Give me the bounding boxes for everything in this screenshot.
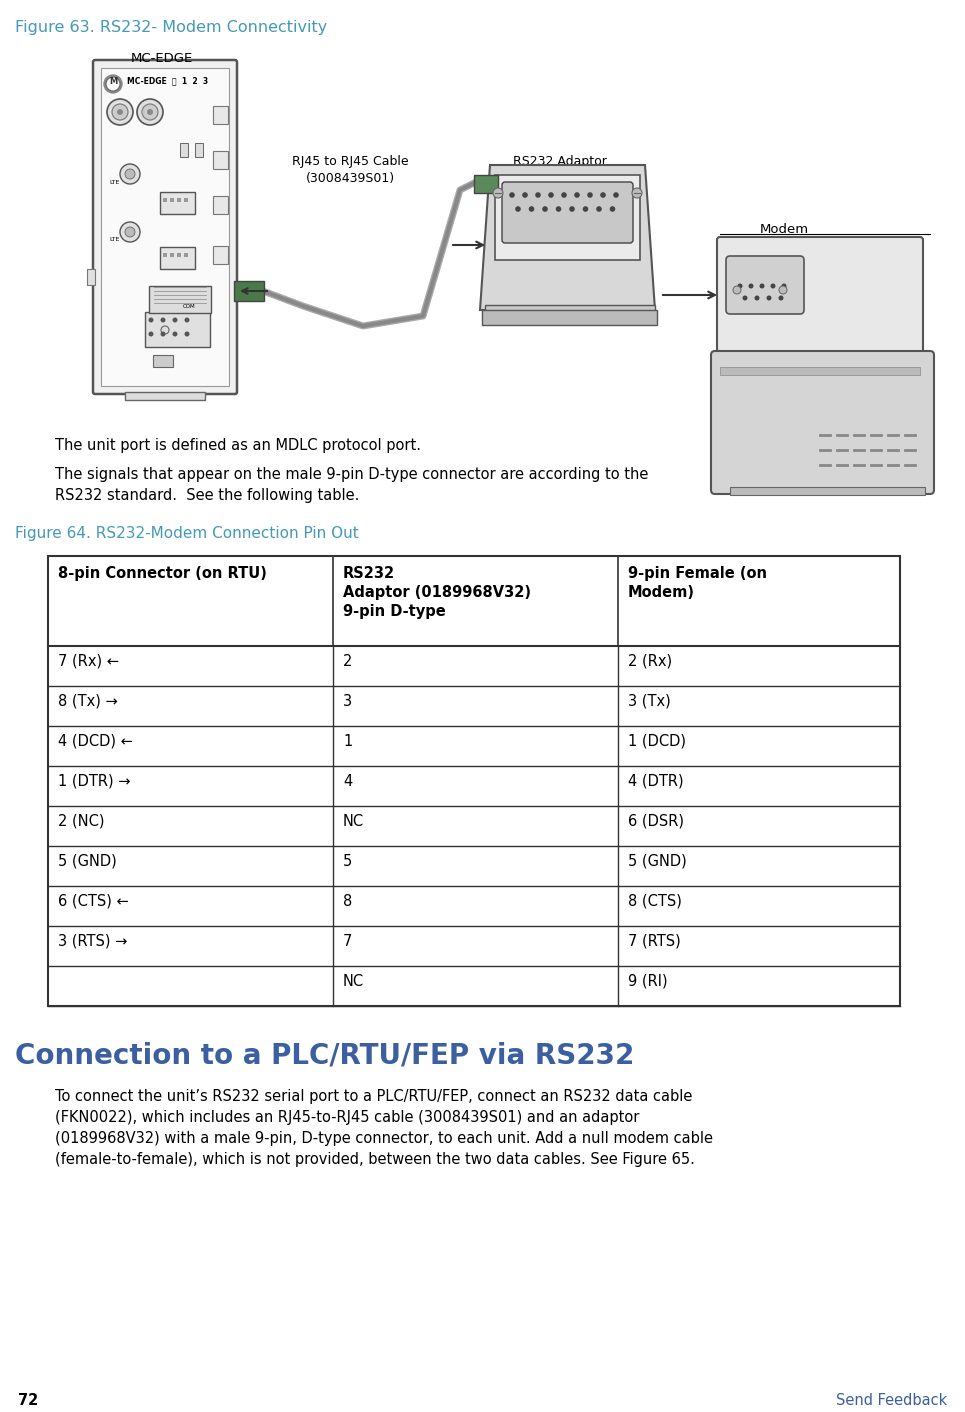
Circle shape — [733, 287, 741, 294]
Bar — [730, 487, 925, 496]
Bar — [184, 253, 188, 257]
Circle shape — [574, 192, 580, 198]
Circle shape — [556, 206, 562, 212]
Text: NC: NC — [343, 813, 364, 829]
Text: 7: 7 — [343, 933, 352, 949]
Text: RS232 Adaptor
(0189968V32): RS232 Adaptor (0189968V32) — [513, 155, 607, 185]
Bar — [184, 198, 188, 202]
Text: RJ45 to RJ45 Cable
(3008439S01): RJ45 to RJ45 Cable (3008439S01) — [291, 155, 408, 185]
Text: LTE: LTE — [109, 179, 120, 185]
FancyBboxPatch shape — [711, 352, 934, 494]
Text: 6 (DSR): 6 (DSR) — [628, 813, 684, 829]
Text: RS232
Adaptor (0189968V32)
9-pin D-type: RS232 Adaptor (0189968V32) 9-pin D-type — [343, 566, 531, 620]
Circle shape — [529, 206, 535, 212]
FancyBboxPatch shape — [495, 175, 640, 260]
Bar — [195, 143, 203, 157]
Circle shape — [548, 192, 554, 198]
Text: 3 (Tx): 3 (Tx) — [628, 695, 671, 709]
Bar — [48, 556, 900, 1005]
Polygon shape — [480, 165, 655, 311]
Circle shape — [596, 206, 602, 212]
Bar — [163, 198, 167, 202]
Circle shape — [160, 332, 166, 336]
Circle shape — [742, 295, 748, 301]
Text: 8 (Tx) →: 8 (Tx) → — [58, 695, 118, 709]
Text: M: M — [109, 76, 117, 86]
Circle shape — [610, 206, 616, 212]
Text: MC-EDGE: MC-EDGE — [131, 52, 193, 65]
Text: The signals that appear on the male 9-pin D-type connector are according to the
: The signals that appear on the male 9-pi… — [55, 467, 648, 503]
Text: 2: 2 — [343, 654, 352, 669]
Text: 8 (CTS): 8 (CTS) — [628, 894, 682, 909]
Text: Modem: Modem — [760, 223, 809, 236]
Text: 5: 5 — [343, 854, 352, 868]
FancyBboxPatch shape — [160, 192, 195, 215]
FancyBboxPatch shape — [145, 312, 210, 347]
Text: LTE: LTE — [109, 237, 120, 241]
Circle shape — [120, 164, 140, 184]
Bar — [177, 198, 181, 202]
FancyBboxPatch shape — [482, 311, 657, 325]
Bar — [213, 151, 228, 169]
FancyBboxPatch shape — [93, 59, 237, 394]
Circle shape — [515, 206, 521, 212]
FancyBboxPatch shape — [502, 182, 633, 243]
Circle shape — [749, 284, 754, 288]
Text: 6 (CTS) ←: 6 (CTS) ← — [58, 894, 128, 909]
Text: 4 (DCD) ←: 4 (DCD) ← — [58, 734, 133, 748]
Text: 72: 72 — [18, 1394, 39, 1408]
Circle shape — [632, 188, 642, 198]
Circle shape — [137, 99, 163, 126]
Bar — [101, 68, 229, 385]
Bar — [180, 143, 188, 157]
Bar — [153, 354, 173, 367]
Text: 4: 4 — [343, 774, 352, 789]
Text: 1 (DCD): 1 (DCD) — [628, 734, 686, 748]
Bar — [720, 367, 920, 376]
Text: COM: COM — [182, 304, 195, 309]
Text: 8: 8 — [343, 894, 352, 909]
Circle shape — [161, 326, 169, 335]
Text: MC-EDGE  Ⓜ  1  2  3: MC-EDGE Ⓜ 1 2 3 — [127, 76, 208, 85]
Circle shape — [142, 104, 158, 120]
Circle shape — [149, 332, 153, 336]
Circle shape — [766, 295, 771, 301]
Text: 5 (GND): 5 (GND) — [58, 854, 117, 868]
Circle shape — [104, 75, 122, 93]
Bar — [213, 196, 228, 215]
Text: NC: NC — [343, 974, 364, 988]
FancyBboxPatch shape — [474, 175, 498, 193]
Text: 7 (Rx) ←: 7 (Rx) ← — [58, 654, 119, 669]
Circle shape — [779, 287, 787, 294]
Circle shape — [562, 192, 566, 198]
Circle shape — [613, 192, 619, 198]
Text: 1: 1 — [343, 734, 352, 748]
Text: Figure 64. RS232-Modem Connection Pin Out: Figure 64. RS232-Modem Connection Pin Ou… — [15, 527, 359, 541]
FancyBboxPatch shape — [234, 281, 264, 301]
Text: Figure 63. RS232- Modem Connectivity: Figure 63. RS232- Modem Connectivity — [15, 20, 327, 35]
Bar — [163, 253, 167, 257]
Text: 2 (Rx): 2 (Rx) — [628, 654, 673, 669]
Circle shape — [755, 295, 759, 301]
Text: 8-pin Connector (on RTU): 8-pin Connector (on RTU) — [58, 566, 267, 580]
Circle shape — [117, 109, 123, 114]
Text: Send Feedback: Send Feedback — [836, 1394, 947, 1408]
Circle shape — [160, 318, 166, 322]
Circle shape — [510, 192, 514, 198]
Circle shape — [173, 332, 178, 336]
Text: 3 (RTS) →: 3 (RTS) → — [58, 933, 127, 949]
Circle shape — [106, 78, 120, 90]
Circle shape — [184, 318, 189, 322]
Circle shape — [542, 206, 548, 212]
Text: Connection to a PLC/RTU/FEP via RS232: Connection to a PLC/RTU/FEP via RS232 — [15, 1041, 634, 1069]
Circle shape — [125, 227, 135, 237]
Text: 1 (DTR) →: 1 (DTR) → — [58, 774, 130, 789]
Text: 4 (DTR): 4 (DTR) — [628, 774, 683, 789]
Text: To connect the unit’s RS232 serial port to a PLC/RTU/FEP, connect an RS232 data : To connect the unit’s RS232 serial port … — [55, 1089, 713, 1166]
Circle shape — [759, 284, 764, 288]
FancyBboxPatch shape — [726, 256, 804, 313]
Circle shape — [522, 192, 528, 198]
Bar — [170, 253, 174, 257]
Text: The unit port is defined as an MDLC protocol port.: The unit port is defined as an MDLC prot… — [55, 438, 421, 453]
Circle shape — [120, 222, 140, 241]
